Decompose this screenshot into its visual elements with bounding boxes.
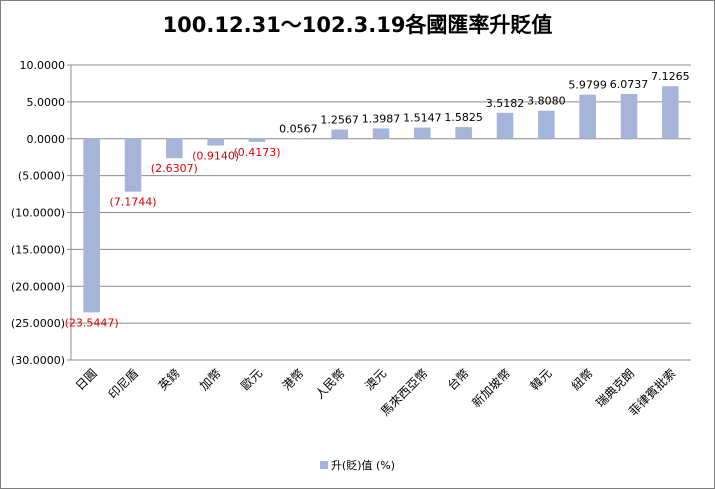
y-tick-label: 0.0000 (27, 133, 66, 146)
data-label: 0.0567 (279, 122, 318, 135)
x-tick-label: 加幣 (197, 366, 224, 393)
bar (662, 86, 679, 139)
y-tick-label: 10.0000 (20, 59, 66, 72)
bar (207, 138, 224, 146)
data-label: 3.5182 (486, 97, 525, 110)
bar (620, 93, 638, 139)
x-tick-label: 港幣 (280, 366, 307, 393)
data-label: 7.1265 (651, 70, 690, 83)
data-label: (23.5447) (65, 316, 119, 329)
y-tick-label: (10.0000) (11, 207, 65, 220)
x-tick-label: 人民幣 (312, 366, 347, 401)
x-tick-label: 印尼盾 (106, 366, 141, 401)
data-label: 1.5147 (403, 112, 442, 125)
data-label: 5.9799 (568, 79, 607, 92)
bar (290, 138, 307, 140)
x-tick-label: 台幣 (444, 366, 472, 394)
x-tick-label: 歐元 (238, 366, 266, 394)
data-label: 3.8080 (527, 95, 566, 108)
bar (331, 129, 348, 139)
bar (455, 127, 472, 139)
x-tick-label: 紐幣 (569, 366, 596, 393)
bar (248, 138, 266, 142)
x-tick-label: 新加坡幣 (469, 366, 514, 411)
data-label: 1.2567 (320, 113, 359, 126)
legend-label: 升(貶)值 (%) (330, 459, 396, 472)
data-label: (7.1744) (109, 196, 156, 209)
bar (538, 110, 555, 139)
data-label: (0.9140) (192, 149, 239, 162)
x-tick-label: 澳元 (362, 366, 389, 393)
bar (414, 127, 431, 139)
bar (124, 138, 142, 192)
y-tick-label: (15.0000) (11, 243, 65, 256)
y-tick-label: 5.0000 (27, 96, 66, 109)
legend-swatch (319, 461, 328, 469)
x-tick-label: 韓元 (528, 366, 555, 393)
data-label: (2.6307) (151, 162, 198, 175)
y-tick-label: (5.0000) (18, 170, 65, 183)
bar (83, 138, 100, 313)
data-label: 1.3987 (362, 112, 401, 125)
y-tick-label: (30.0000) (11, 354, 65, 367)
bar (579, 94, 596, 139)
bar (372, 128, 390, 139)
data-label: 6.0737 (610, 78, 649, 91)
x-tick-label: 英鎊 (155, 366, 183, 394)
data-label: (0.4173) (233, 146, 280, 159)
y-tick-label: (20.0000) (11, 280, 65, 293)
legend: 升(貶)值 (%) (1, 457, 714, 473)
y-tick-label: (25.0000) (11, 317, 65, 330)
chart-title: 100.12.31～102.3.19各國匯率升貶值 (162, 13, 553, 37)
data-label: 1.5825 (444, 111, 483, 124)
bar (166, 138, 183, 159)
bar (496, 112, 514, 139)
x-tick-label: 日圓 (73, 366, 100, 393)
